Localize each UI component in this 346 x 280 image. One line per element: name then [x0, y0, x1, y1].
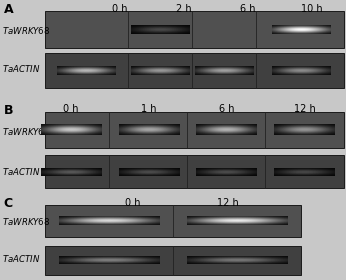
Text: 0 h: 0 h [63, 104, 79, 115]
Text: C: C [3, 197, 12, 210]
Text: A: A [3, 3, 13, 16]
Text: 1 h: 1 h [141, 104, 156, 115]
Text: $TaACTIN$: $TaACTIN$ [2, 63, 40, 74]
Bar [45, 53, 344, 88]
Text: $TaWRKY68$: $TaWRKY68$ [2, 25, 50, 36]
Text: 6 h: 6 h [240, 4, 255, 14]
Bar [45, 205, 301, 237]
Text: 0 h: 0 h [112, 4, 127, 14]
Bar [45, 155, 344, 188]
Bar [45, 11, 344, 48]
Bar [45, 246, 301, 275]
Text: $TaWRKY68$: $TaWRKY68$ [2, 216, 50, 227]
Text: B: B [3, 104, 13, 116]
Text: 12 h: 12 h [294, 104, 315, 115]
Text: $TaACTIN$: $TaACTIN$ [2, 253, 40, 264]
Text: $TaACTIN$: $TaACTIN$ [2, 166, 40, 177]
Text: 2 h: 2 h [175, 4, 191, 14]
Text: 0 h: 0 h [126, 198, 141, 208]
Text: 6 h: 6 h [219, 104, 234, 115]
Bar [45, 112, 344, 148]
Text: 12 h: 12 h [218, 198, 239, 208]
Text: $TaWRKY68$: $TaWRKY68$ [2, 126, 50, 137]
Text: 10 h: 10 h [301, 4, 322, 14]
